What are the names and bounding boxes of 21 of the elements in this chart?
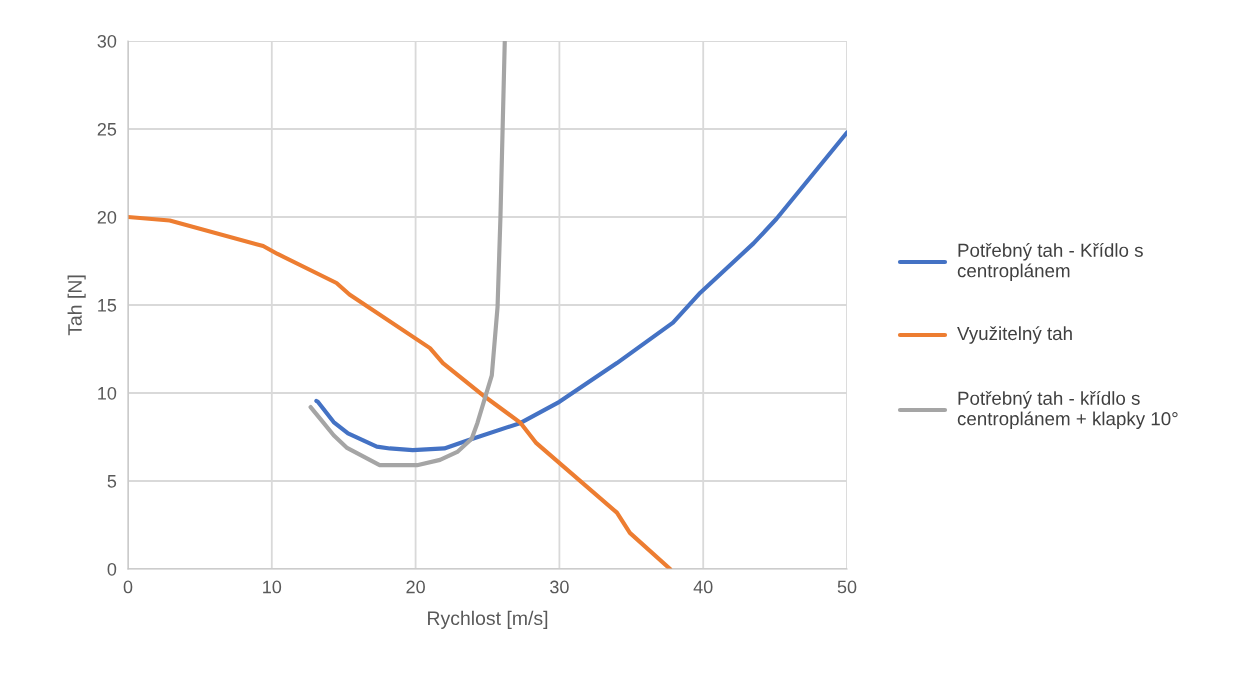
x-tick-label: 40 xyxy=(693,580,713,594)
y-tick-label: 15 xyxy=(98,299,117,312)
legend-label: Potřebný tah - křídlo s centroplánem + klapky 10° xyxy=(957,390,1178,430)
y-tick-label: 25 xyxy=(97,122,117,136)
legend-label: Potřebný tah - Křídlo s centroplánem xyxy=(957,242,1143,282)
line-series xyxy=(128,214,673,569)
x-tick-label: 20 xyxy=(406,580,425,594)
y-tick-label: 30 xyxy=(97,34,117,48)
y-tick-label: 0 xyxy=(107,562,117,576)
y-tick-label: 10 xyxy=(98,386,117,400)
line-series xyxy=(308,41,507,468)
legend-label: Využitelný tah xyxy=(957,326,1072,344)
line-series xyxy=(314,130,847,453)
x-tick-label: 10 xyxy=(263,580,282,594)
x-axis-title: Rychlost [m/s] xyxy=(428,610,548,629)
x-tick-label: 50 xyxy=(837,580,857,594)
y-tick-label: 20 xyxy=(97,210,117,224)
y-axis-title: Tah [N] xyxy=(67,275,86,336)
x-tick-label: 30 xyxy=(550,580,569,594)
x-tick-label: 0 xyxy=(123,580,133,594)
y-tick-label: 5 xyxy=(107,475,117,488)
